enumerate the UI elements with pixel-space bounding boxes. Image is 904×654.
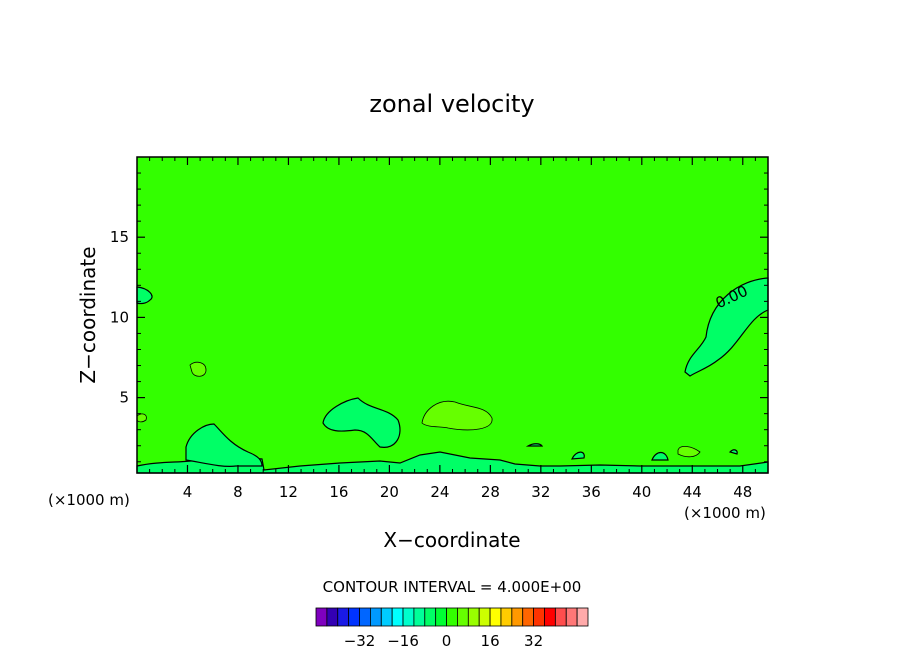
colorbar-tick-label: −16 xyxy=(387,632,419,650)
colorbar-swatch xyxy=(533,607,545,627)
colorbar-swatch xyxy=(337,607,350,627)
x-tick-label: 16 xyxy=(329,483,348,501)
y-tick-label: 15 xyxy=(110,228,129,246)
colorbar-swatch xyxy=(457,607,469,627)
region-small-4 xyxy=(728,449,738,455)
colorbar-swatch xyxy=(467,607,480,627)
colorbar-swatch xyxy=(489,607,502,627)
x-tick-label: 44 xyxy=(683,483,702,501)
region-left-bump xyxy=(185,423,263,467)
colorbar-tick-label: 0 xyxy=(442,632,452,650)
x-tick-label: 20 xyxy=(380,483,399,501)
x-tick-label: 24 xyxy=(430,483,449,501)
x-tick-label: 4 xyxy=(183,483,193,501)
colorbar-swatch xyxy=(478,607,491,627)
region-small-3 xyxy=(525,443,544,447)
colorbar-swatch xyxy=(522,607,534,627)
x-axis-label: X−coordinate xyxy=(383,528,520,552)
colorbar-swatch xyxy=(315,607,328,627)
x-tick-label: 28 xyxy=(481,483,500,501)
colorbar-swatch xyxy=(380,607,393,627)
colorbar-tick-label: 32 xyxy=(524,632,543,650)
colorbar-swatch xyxy=(565,607,578,627)
region-light-c xyxy=(677,446,701,458)
x-tick-label: 36 xyxy=(582,483,601,501)
region-small-5 xyxy=(136,413,147,423)
x-tick-label: 8 xyxy=(233,483,243,501)
colorbar-swatch xyxy=(348,607,360,627)
colorbar-swatch xyxy=(446,607,458,627)
colorbar-swatch xyxy=(359,607,371,627)
region-left-edge xyxy=(136,286,153,305)
y-tick-label: 10 xyxy=(110,308,129,326)
colorbar-swatch xyxy=(424,607,437,627)
colorbar: −32 −16 0 16 32 xyxy=(315,607,589,650)
region-small-1 xyxy=(571,451,585,460)
region-center-left xyxy=(322,397,401,448)
x-unit-right: (×1000 m) xyxy=(684,504,766,522)
colorbar-swatch xyxy=(500,607,513,627)
colorbar-swatch xyxy=(326,607,339,627)
x-tick-label: 40 xyxy=(632,483,651,501)
x-tick-label: 32 xyxy=(531,483,550,501)
region-light-a xyxy=(421,400,493,431)
colorbar-swatch xyxy=(435,607,447,627)
colorbar-swatch xyxy=(511,607,524,627)
region-lower-green xyxy=(136,451,769,474)
chart-title: zonal velocity xyxy=(369,90,534,118)
x-tick-label: 48 xyxy=(733,483,752,501)
colorbar-swatch xyxy=(391,607,404,627)
colorbar-swatch xyxy=(576,607,589,627)
colorbar-swatch xyxy=(402,607,415,627)
region-small-2 xyxy=(651,451,669,461)
contour-interval-text: CONTOUR INTERVAL = 4.000E+00 xyxy=(323,578,582,596)
x-axis-ticks: 4 8 12 16 20 24 28 32 36 40 44 48 xyxy=(149,157,756,501)
colorbar-tick-label: 16 xyxy=(481,632,500,650)
colorbar-swatch xyxy=(369,607,382,627)
colorbar-swatch xyxy=(554,607,567,627)
colorbar-swatch xyxy=(413,607,426,627)
colorbar-tick-label: −32 xyxy=(344,632,376,650)
x-unit-left: (×1000 m) xyxy=(48,491,130,509)
y-tick-label: 5 xyxy=(119,389,129,407)
colorbar-swatch xyxy=(544,607,556,627)
x-tick-label: 12 xyxy=(279,483,298,501)
region-light-b xyxy=(189,361,207,377)
y-axis-label: Z−coordinate xyxy=(76,246,100,383)
y-axis-ticks: 5 10 15 xyxy=(110,172,768,463)
